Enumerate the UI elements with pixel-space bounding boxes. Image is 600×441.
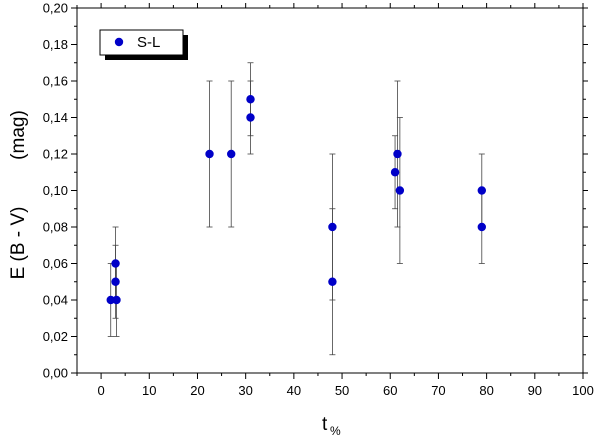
data-point <box>112 295 121 305</box>
y-axis-title: E (B - V) <box>8 207 29 280</box>
y-tick-label: 0,04 <box>43 293 68 308</box>
data-point <box>111 277 120 286</box>
x-tick-label: 0 <box>97 383 104 398</box>
x-tick-label: 40 <box>287 383 301 398</box>
data-point <box>328 222 337 232</box>
y-axis: 0,00 0,02 0,04 0,06 0,08 0,10 0,12 0,14 0,16 0,18… <box>43 1 588 381</box>
x-tick-label: 60 <box>383 383 397 398</box>
y-tick-label: 0,00 <box>43 366 68 381</box>
data-point <box>106 295 115 305</box>
y-axis-label: E (B - V) <box>8 207 29 280</box>
x-tick-label: 80 <box>479 383 493 398</box>
y-tick-label: 0,08 <box>43 220 68 235</box>
x-axis: 0 10 20 30 40 50 60 70 80 90 100 <box>76 3 594 398</box>
data-point <box>390 168 400 177</box>
legend-label: S-L <box>137 34 160 51</box>
data-point <box>477 186 486 195</box>
data-point <box>395 186 405 195</box>
x-tick-label: 70 <box>431 383 445 398</box>
plot-border <box>76 7 584 374</box>
y-tick-label: 0,16 <box>43 74 68 89</box>
plot-frame <box>76 7 584 374</box>
y-axis-unit: (mag) <box>8 110 29 160</box>
y-tick-label: 0,12 <box>43 147 68 162</box>
x-tick-label: 10 <box>142 383 156 398</box>
y-tick-label: 0,14 <box>43 110 68 125</box>
x-axis-label-subscript: % <box>330 424 341 438</box>
data-point <box>328 277 337 286</box>
y-tick-label: 0,06 <box>43 256 68 271</box>
y-tick-label: 0,18 <box>43 37 68 52</box>
x-tick-label: 20 <box>190 383 204 398</box>
legend-box <box>99 29 184 56</box>
x-axis-title: t % <box>322 414 341 438</box>
y-tick-label: 0,20 <box>43 1 68 16</box>
data-point <box>246 95 255 104</box>
x-tick-label: 90 <box>528 383 542 398</box>
legend-marker <box>114 37 124 47</box>
data-point <box>246 113 255 122</box>
y-tick-label: 0,02 <box>43 329 68 344</box>
series-layer <box>106 62 486 356</box>
x-tick-label: 100 <box>572 383 594 398</box>
data-point <box>227 149 236 159</box>
data-point <box>205 149 214 159</box>
x-axis-label: t <box>322 414 328 435</box>
y-tick-label: 0,10 <box>43 183 68 198</box>
legend: S-L <box>99 29 188 60</box>
data-point <box>477 222 486 232</box>
y-axis-unit-title: (mag) <box>8 110 29 160</box>
data-point <box>111 259 120 268</box>
data-point <box>393 149 402 159</box>
x-tick-label: 50 <box>335 383 349 398</box>
x-tick-label: 30 <box>238 383 252 398</box>
